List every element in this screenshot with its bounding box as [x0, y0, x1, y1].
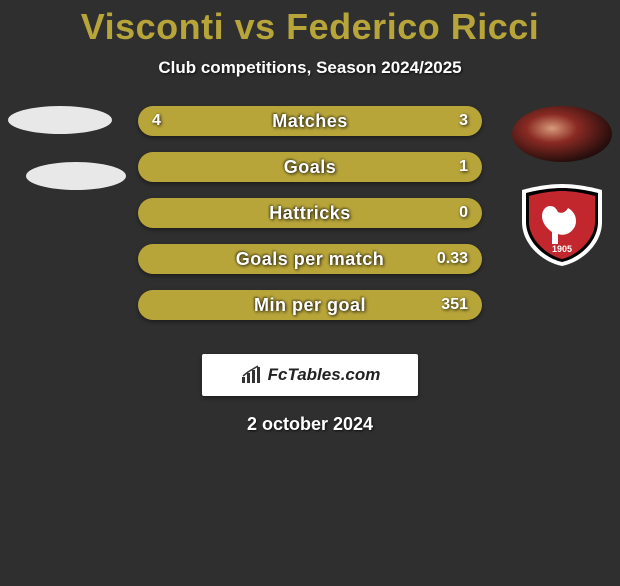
chart-icon — [240, 365, 264, 385]
date: 2 october 2024 — [0, 414, 620, 435]
page-title: Visconti vs Federico Ricci — [0, 6, 620, 48]
stat-label: Min per goal — [138, 290, 482, 320]
stat-left-value: 4 — [152, 112, 161, 130]
player-photo — [512, 106, 612, 162]
stat-label: Goals — [138, 152, 482, 182]
stat-row-matches: 4 Matches 3 — [138, 106, 482, 136]
stat-right-value: 351 — [441, 296, 468, 314]
avatar-placeholder — [26, 162, 126, 190]
svg-text:1905: 1905 — [552, 244, 572, 254]
stat-right-value: 1 — [459, 158, 468, 176]
stat-label: Hattricks — [138, 198, 482, 228]
right-player-avatars: 1905 — [512, 106, 612, 268]
avatar-placeholder — [8, 106, 112, 134]
stat-row-goals: Goals 1 — [138, 152, 482, 182]
subtitle: Club competitions, Season 2024/2025 — [0, 58, 620, 78]
stat-row-goals-per-match: Goals per match 0.33 — [138, 244, 482, 274]
stat-right-value: 0.33 — [437, 250, 468, 268]
stat-bars: 4 Matches 3 Goals 1 Hattricks 0 Goals pe… — [138, 106, 482, 336]
stat-label: Goals per match — [138, 244, 482, 274]
club-badge: 1905 — [512, 182, 612, 268]
left-player-avatars — [8, 106, 126, 218]
stats-area: 1905 4 Matches 3 Goals 1 Hattricks 0 Goa… — [0, 106, 620, 336]
stat-label: Matches — [138, 106, 482, 136]
stat-right-value: 3 — [459, 112, 468, 130]
stat-row-hattricks: Hattricks 0 — [138, 198, 482, 228]
stat-right-value: 0 — [459, 204, 468, 222]
watermark: FcTables.com — [202, 354, 418, 396]
watermark-text: FcTables.com — [268, 365, 381, 385]
stat-row-min-per-goal: Min per goal 351 — [138, 290, 482, 320]
